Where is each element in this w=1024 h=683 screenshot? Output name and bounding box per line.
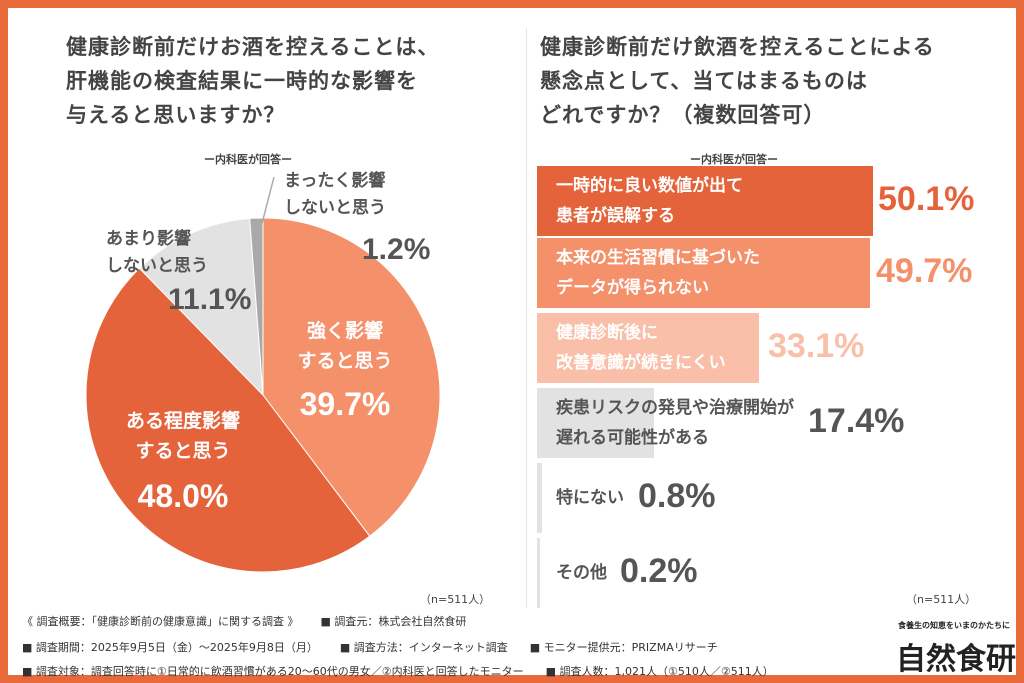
bar bbox=[537, 538, 540, 608]
bar-label-line: データが得られない bbox=[556, 278, 709, 298]
bar bbox=[537, 238, 870, 308]
right-sample-size: （n=511人） bbox=[906, 593, 977, 606]
pie-slice bbox=[262, 217, 441, 537]
bar-value: 0.8% bbox=[638, 477, 716, 515]
title-line: 健康診断前だけお酒を控えることは、 bbox=[66, 35, 440, 59]
title-line: 肝機能の検査結果に一時的な影響を bbox=[66, 69, 418, 93]
title-line: 懸念点として、当てはまるものは bbox=[540, 69, 868, 93]
logo-tagline: 食養生の知恵をいまのかたちに bbox=[898, 621, 1010, 630]
bar-label-line: 一時的に良い数値が出て bbox=[556, 176, 743, 196]
slice-label-none: まったく影響 しないと思う bbox=[284, 171, 386, 218]
bar-label: 特にない bbox=[556, 483, 624, 513]
slice-label-little: あまり影響 しないと思う bbox=[106, 229, 208, 276]
divider bbox=[526, 28, 527, 608]
pie-slice bbox=[85, 267, 371, 573]
footer-text: 《 調査概要：「健康診断前の健康意識」に関する調査 》 bbox=[22, 615, 299, 628]
bar-label: その他 bbox=[556, 558, 607, 588]
right-title: 健康診断前だけ飲酒を控えることによる 懸念点として、当てはまるものは どれですか… bbox=[540, 30, 935, 132]
bar-value: 50.1% bbox=[878, 180, 975, 218]
left-sample-size: （n=511人） bbox=[420, 593, 491, 606]
footer-text: ■ 調査人数：1,021人（①510人／②511人） bbox=[545, 665, 774, 678]
left-subtitle: ー内科医が回答ー bbox=[204, 153, 292, 166]
bar bbox=[537, 313, 759, 383]
slice-value-somewhat: 48.0% bbox=[137, 478, 229, 514]
bar-value: 33.1% bbox=[768, 327, 865, 365]
bar bbox=[537, 463, 543, 533]
logo: 自然食研 bbox=[896, 642, 1016, 677]
pie-slice bbox=[138, 217, 264, 397]
footer-line-2: ■ 調査期間：2025年9月5日（金）～2025年9月8日（月） ■ 調査方法：イ… bbox=[22, 639, 718, 655]
bar-label-line: 特にない bbox=[556, 488, 624, 508]
bar-label-line: 本来の生活習慣に基づいた bbox=[556, 248, 760, 268]
bar-label: 疾患リスクの発見や治療開始が 遅れる可能性がある bbox=[556, 393, 794, 453]
bar-value: 49.7% bbox=[876, 252, 973, 290]
footer-text: ■ 調査方法：インターネット調査 bbox=[339, 641, 508, 654]
footer-text: ■ モニター提供元：PRIZMAリサーチ bbox=[529, 641, 718, 654]
title-line: 健康診断前だけ飲酒を控えることによる bbox=[540, 35, 935, 59]
slice-value-none: 1.2% bbox=[362, 233, 431, 266]
bar-label-line: 患者が誤解する bbox=[556, 206, 675, 226]
bar-label: 健康診断後に改善意識が続きにくい bbox=[556, 318, 726, 378]
right-subtitle: ー内科医が回答ー bbox=[690, 153, 778, 166]
bar-label: 一時的に良い数値が出て 患者が誤解する bbox=[556, 171, 743, 231]
infographic-card: 健康診断前だけお酒を控えることは、 肝機能の検査結果に一時的な影響を 与えると思… bbox=[8, 8, 1016, 678]
left-title: 健康診断前だけお酒を控えることは、 肝機能の検査結果に一時的な影響を 与えると思… bbox=[66, 30, 439, 132]
title-line: 与えると思いますか？ bbox=[66, 103, 286, 127]
bar-value: 0.2% bbox=[620, 552, 698, 590]
footer-text: ■ 調査対象：調査回答時に①日常的に飲酒習慣がある20～60代の男女／②内科医と… bbox=[22, 665, 524, 678]
slice-label-strong: 強く影響 すると思う bbox=[297, 320, 393, 372]
bar-label: 本来の生活習慣に基づいた データが得られない bbox=[556, 243, 760, 303]
footer-line-1: 《 調査概要：「健康診断前の健康意識」に関する調査 》 ■ 調査元：株式会社自然食… bbox=[22, 613, 466, 629]
title-line: どれですか？（複数回答可） bbox=[540, 103, 826, 127]
bar-value: 17.4% bbox=[808, 402, 905, 440]
bar-label-line: 改善意識が続きにくい bbox=[556, 353, 726, 373]
pie-chart bbox=[85, 217, 441, 573]
bar-label-line: 疾患リスクの発見や治療開始が bbox=[556, 398, 794, 418]
slice-label-somewhat: ある程度影響 すると思う bbox=[125, 410, 240, 462]
slice-value-strong: 39.7% bbox=[299, 386, 391, 422]
footer-line-3: ■ 調査対象：調査回答時に①日常的に飲酒習慣がある20～60代の男女／②内科医と… bbox=[22, 663, 774, 679]
bar bbox=[537, 388, 654, 458]
bar-label-line: 遅れる可能性がある bbox=[556, 428, 709, 448]
bar bbox=[537, 166, 873, 236]
slice-value-little: 11.1% bbox=[168, 283, 252, 316]
leader-line bbox=[257, 176, 275, 240]
footer-text: ■ 調査元：株式会社自然食研 bbox=[320, 615, 467, 628]
bar-label-line: 健康診断後に bbox=[556, 323, 658, 343]
footer-text: ■ 調査期間：2025年9月5日（金）～2025年9月8日（月） bbox=[22, 641, 318, 654]
bar-label-line: その他 bbox=[556, 563, 607, 583]
